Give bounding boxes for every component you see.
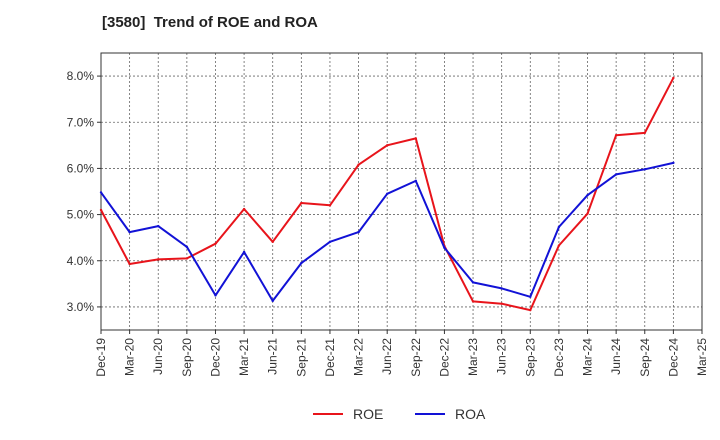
- x-tick-label: Dec-19: [94, 338, 108, 377]
- x-tick-label: Jun-24: [609, 338, 623, 375]
- data-point-roe: [185, 257, 189, 260]
- legend: ROE ROA: [313, 406, 486, 422]
- x-tick-label: Mar-25: [695, 338, 709, 376]
- data-point-roa: [357, 230, 360, 234]
- data-point-roa: [500, 287, 503, 290]
- x-tick-label: Sep-20: [180, 338, 194, 377]
- data-point-roe: [300, 201, 303, 205]
- y-tick-label: 5.0%: [67, 208, 95, 222]
- x-tick-label: Dec-21: [323, 338, 337, 377]
- data-point-roa: [300, 261, 303, 265]
- plot-background: [101, 53, 702, 330]
- data-point-roa: [586, 193, 589, 197]
- x-tick-label: Jun-22: [380, 338, 394, 375]
- legend-label-roa: ROA: [455, 406, 486, 422]
- data-point-roa: [128, 230, 131, 234]
- data-point-roe: [357, 163, 360, 166]
- legend-label-roe: ROE: [353, 406, 383, 422]
- data-point-roe: [586, 212, 589, 215]
- chart-title: [3580] Trend of ROE and ROA: [102, 14, 318, 31]
- data-point-roa: [328, 240, 332, 244]
- y-tick-label: 4.0%: [67, 254, 95, 268]
- data-point-roe: [128, 262, 131, 266]
- x-tick-label: Mar-22: [352, 338, 366, 376]
- data-point-roe: [643, 131, 646, 135]
- x-tick-label: Sep-21: [294, 338, 308, 377]
- data-point-roe: [414, 137, 418, 140]
- x-tick-label: Sep-23: [523, 338, 537, 377]
- x-tick-label: Jun-20: [151, 338, 165, 375]
- y-tick-label: 6.0%: [67, 161, 95, 175]
- x-tick-label: Sep-22: [409, 338, 423, 377]
- data-point-roe: [157, 258, 160, 261]
- data-point-roa: [471, 281, 475, 284]
- x-tick-label: Sep-24: [638, 338, 652, 377]
- data-point-roe: [471, 300, 475, 303]
- series-lines: [99, 76, 675, 312]
- data-point-roa: [99, 191, 103, 194]
- data-point-roa: [443, 246, 446, 250]
- data-point-roa: [385, 192, 389, 196]
- x-tick-label: Dec-20: [208, 338, 222, 377]
- data-point-roa: [414, 179, 418, 183]
- data-point-roa: [529, 295, 532, 298]
- data-point-roe: [557, 244, 561, 247]
- data-point-roa: [242, 250, 246, 254]
- data-point-roe: [385, 144, 389, 147]
- x-tick-label: Jun-21: [266, 338, 280, 375]
- data-point-roa: [185, 245, 189, 249]
- data-point-roe: [214, 242, 217, 245]
- y-tick-label: 7.0%: [67, 115, 95, 129]
- data-point-roa: [643, 168, 646, 171]
- data-point-roe: [672, 76, 675, 80]
- data-point-roe: [99, 208, 103, 212]
- y-axis: 3.0% 4.0% 5.0% 6.0% 7.0% 8.0%: [67, 69, 101, 314]
- x-tick-label: Mar-21: [237, 338, 251, 376]
- x-tick-label: Mar-20: [123, 338, 137, 376]
- x-tick-label: Dec-24: [666, 338, 680, 377]
- data-point-roa: [672, 161, 675, 165]
- y-tick-label: 8.0%: [67, 69, 95, 83]
- data-point-roe: [242, 207, 246, 211]
- grid-lines: [101, 53, 702, 330]
- data-point-roa: [271, 299, 274, 303]
- data-point-roe: [328, 204, 332, 207]
- data-point-roe: [614, 133, 618, 137]
- data-point-roe: [500, 302, 503, 305]
- data-point-roa: [214, 294, 217, 297]
- data-point-roa: [614, 173, 618, 176]
- x-tick-label: Mar-24: [581, 338, 595, 376]
- x-tick-label: Mar-23: [466, 338, 480, 376]
- x-axis: Dec-19 Mar-20 Jun-20 Sep-20 Dec-20 Mar-21 Jun-…: [94, 330, 709, 377]
- x-tick-label: Dec-23: [552, 338, 566, 377]
- data-point-roa: [557, 225, 561, 229]
- y-tick-label: 3.0%: [67, 300, 95, 314]
- data-point-roa: [157, 224, 160, 228]
- data-point-roe: [271, 240, 274, 244]
- x-tick-label: Jun-23: [495, 338, 509, 375]
- x-tick-label: Dec-22: [437, 338, 451, 377]
- data-point-roe: [529, 308, 532, 312]
